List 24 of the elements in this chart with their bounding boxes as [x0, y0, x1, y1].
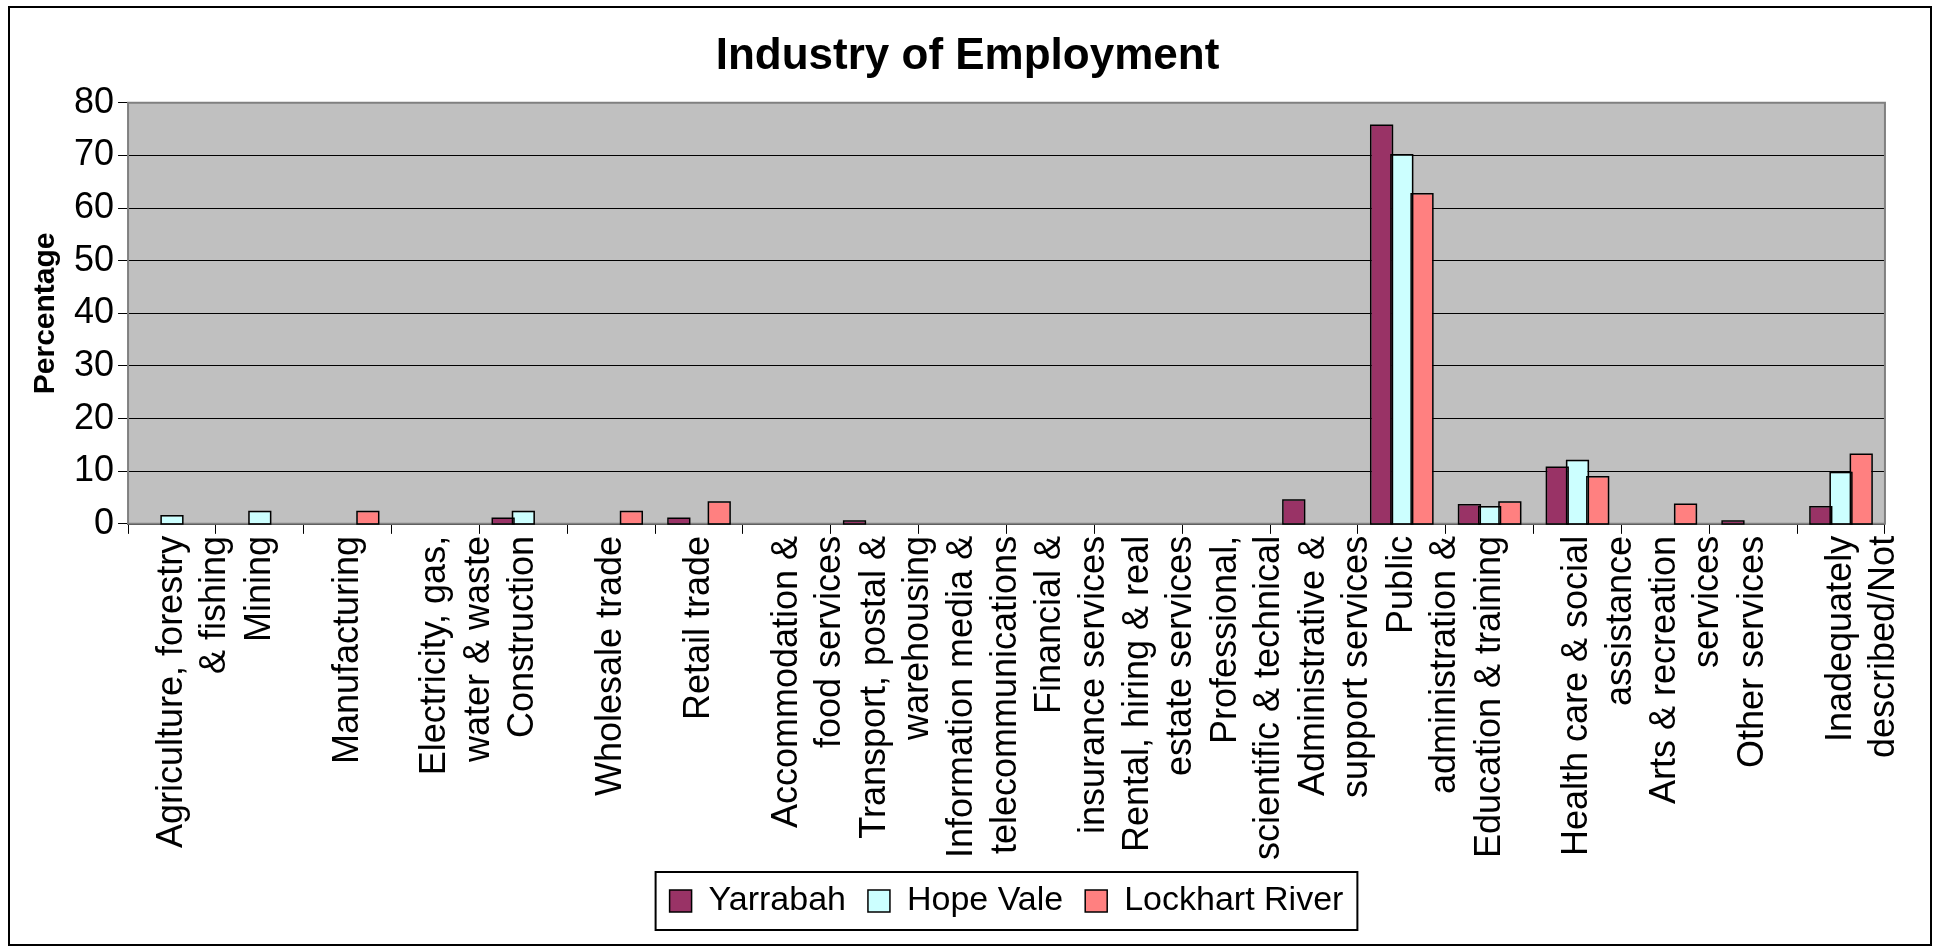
legend-label: Hope Vale: [906, 879, 1064, 918]
y-tick-label: 80: [74, 79, 115, 121]
y-tick-label: 50: [74, 237, 115, 279]
x-tick-label: Retail trade: [675, 535, 717, 720]
x-tick-label: Accommodation & food services: [763, 535, 848, 828]
x-tick-label: Education & training: [1466, 535, 1508, 859]
x-tick-label: Construction: [500, 535, 542, 738]
legend-label: Yarrabah: [708, 879, 846, 918]
x-tick-label: Wholesale trade: [588, 535, 630, 796]
x-tick-label: Electricity, gas, water & waste: [412, 535, 497, 776]
chart-title: Industry of Employment: [715, 28, 1220, 78]
y-tick-label: 0: [94, 500, 115, 542]
y-tick-label: 70: [74, 132, 115, 174]
x-tick-label: Other services: [1730, 535, 1772, 768]
x-tick-label: Agriculture, forestry & fishing: [148, 535, 234, 848]
y-tick-label: 20: [74, 395, 115, 437]
y-tick-label: 60: [74, 184, 115, 226]
legend-label: Lockhart River: [1124, 879, 1344, 918]
y-axis-title: Percentage: [27, 232, 61, 395]
y-tick-label: 10: [74, 448, 115, 490]
x-tick-label: Manufacturing: [324, 535, 366, 764]
y-tick-label: 40: [74, 290, 115, 332]
x-tick-label: Mining: [236, 535, 278, 642]
y-tick-label: 30: [74, 342, 115, 384]
